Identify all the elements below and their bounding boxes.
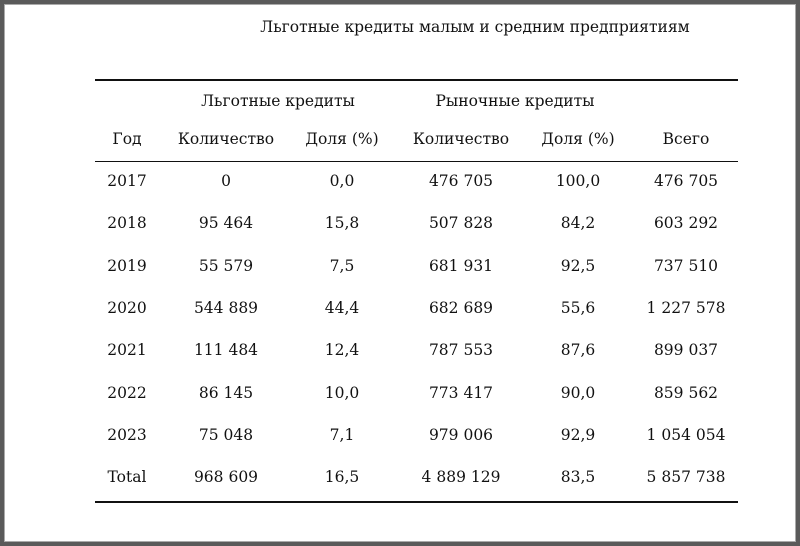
table-cell: 87,6 — [560, 341, 596, 360]
group-header-preferential: Льготные кредиты — [201, 92, 355, 110]
mid-rule — [95, 161, 738, 162]
table-cell: 4 889 129 — [421, 468, 501, 487]
table-cell: 544 889 — [193, 298, 259, 317]
table-cell: 12,4 — [324, 341, 360, 360]
table-cell: 773 417 — [428, 383, 494, 402]
table-cell: 90,0 — [560, 383, 596, 402]
column-header: Количество — [412, 130, 510, 148]
table-cell: 2018 — [107, 214, 147, 233]
table-cell: 100,0 — [555, 172, 601, 190]
table-cell: 75 048 — [198, 425, 254, 444]
table-cell: 1 227 578 — [646, 298, 726, 317]
table-cell: 968 609 — [193, 468, 259, 487]
table-cell: 859 562 — [653, 383, 719, 402]
table-cell: 5 857 738 — [646, 468, 726, 487]
table-cell: 92,5 — [560, 256, 596, 275]
table-cell: 83,5 — [560, 468, 596, 487]
table-cell: 55 579 — [198, 256, 254, 275]
table-cell: 2017 — [107, 172, 147, 190]
column-header: Доля (%) — [305, 130, 379, 148]
table-cell: 0,0 — [329, 172, 355, 190]
table-cell: 44,4 — [324, 298, 360, 317]
table-cell: 2021 — [107, 341, 147, 360]
table-cell: 16,5 — [324, 468, 360, 487]
table-cell: Total — [107, 468, 147, 487]
table-cell: 682 689 — [428, 298, 494, 317]
table-cell: 10,0 — [324, 383, 360, 402]
table-cell: 55,6 — [560, 298, 596, 317]
table-title: Льготные кредиты малым и средним предпри… — [260, 18, 690, 36]
table-cell: 507 828 — [428, 214, 494, 233]
top-rule — [95, 79, 738, 81]
table-cell: 476 705 — [653, 172, 719, 190]
table-cell: 0 — [221, 172, 231, 190]
column-header: Всего — [662, 130, 710, 148]
table-cell: 1 054 054 — [646, 425, 726, 444]
table-cell: 95 464 — [198, 214, 254, 233]
table-cell: 7,5 — [329, 256, 355, 275]
table-cell: 681 931 — [428, 256, 494, 275]
table-cell: 899 037 — [653, 341, 719, 360]
table-cell: 476 705 — [428, 172, 494, 190]
table-cell: 84,2 — [560, 214, 596, 233]
table-cell: 2019 — [107, 256, 147, 275]
table-cell: 787 553 — [428, 341, 494, 360]
column-header: Год — [112, 130, 142, 148]
table-cell: 737 510 — [653, 256, 719, 275]
column-header: Доля (%) — [541, 130, 615, 148]
bottom-rule — [95, 501, 738, 503]
group-header-market: Рыночные кредиты — [435, 92, 595, 110]
table-cell: 2022 — [107, 383, 147, 402]
table-cell: 7,1 — [329, 425, 355, 444]
table-cell: 111 484 — [193, 341, 259, 360]
table-cell: 603 292 — [653, 214, 719, 233]
table-cell: 92,9 — [560, 425, 596, 444]
table-cell: 86 145 — [198, 383, 254, 402]
table-cell: 2023 — [107, 425, 147, 444]
table-cell: 15,8 — [324, 214, 360, 233]
column-header: Количество — [177, 130, 275, 148]
table-cell: 979 006 — [428, 425, 494, 444]
table-cell: 2020 — [107, 298, 147, 317]
